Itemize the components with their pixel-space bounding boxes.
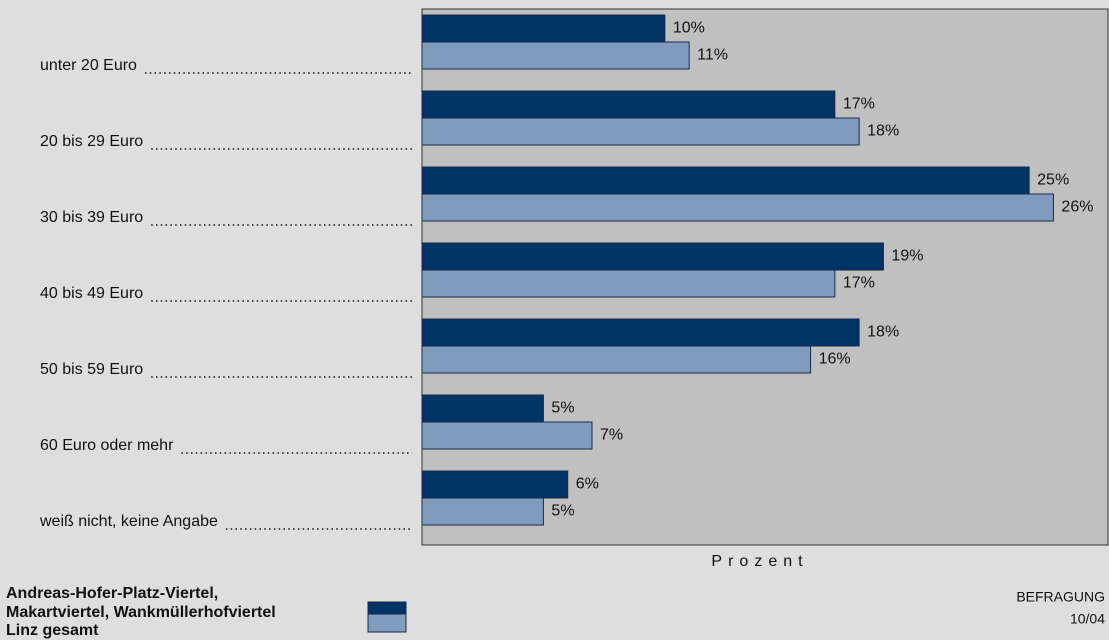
bar <box>421 117 860 146</box>
bar <box>421 193 1054 222</box>
bar <box>421 90 836 119</box>
value-label: 18% <box>867 123 899 140</box>
bar <box>421 41 690 70</box>
category-label: weiß nicht, keine Angabe <box>39 513 218 530</box>
value-label: 17% <box>843 96 875 113</box>
bar <box>421 470 569 499</box>
bar <box>421 421 593 450</box>
legend-label: Andreas-Hofer-Platz-Viertel, Makartviert… <box>6 585 276 621</box>
value-label: 18% <box>867 324 899 341</box>
bar <box>421 166 1030 195</box>
category-label: unter 20 Euro <box>40 57 137 74</box>
value-label: 25% <box>1037 172 1069 189</box>
value-label: 6% <box>576 476 599 493</box>
value-label: 19% <box>891 248 923 265</box>
bar <box>421 497 544 526</box>
category-label: 40 bis 49 Euro <box>40 285 143 302</box>
category-label: 30 bis 39 Euro <box>40 209 143 226</box>
category-label: 50 bis 59 Euro <box>40 361 143 378</box>
bar <box>421 269 836 298</box>
bar <box>421 345 812 374</box>
value-label: 5% <box>551 503 574 520</box>
bar <box>421 14 666 43</box>
bar <box>421 242 884 271</box>
value-label: 16% <box>819 351 851 368</box>
category-label: 20 bis 29 Euro <box>40 133 143 150</box>
value-label: 26% <box>1061 199 1093 216</box>
footer: 10/04 <box>1070 611 1105 627</box>
value-label: 7% <box>600 427 623 444</box>
value-label: 5% <box>551 400 574 417</box>
legend-swatch <box>367 613 407 633</box>
category-label: 60 Euro oder mehr <box>40 437 174 454</box>
value-label: 11% <box>697 47 728 64</box>
bar <box>421 394 544 423</box>
bar <box>421 318 860 347</box>
footer: BEFRAGUNG <box>1016 589 1105 605</box>
value-label: 17% <box>843 275 875 292</box>
x-axis-label: Prozent <box>711 553 808 570</box>
value-label: 10% <box>673 20 705 37</box>
legend-label: Linz gesamt <box>6 622 99 639</box>
